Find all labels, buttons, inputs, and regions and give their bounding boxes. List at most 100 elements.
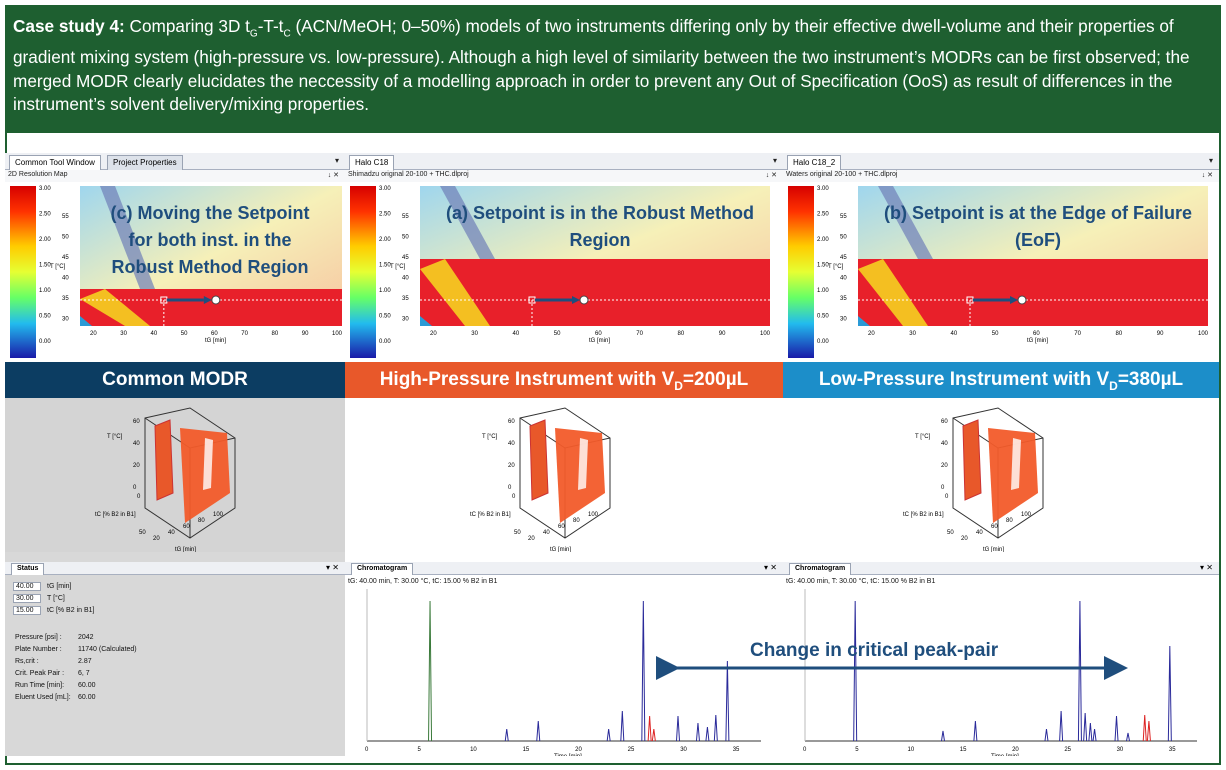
yellow-band bbox=[420, 259, 490, 326]
pin-close-icon[interactable]: ↓ ✕ bbox=[765, 172, 777, 179]
x-tick: 80 bbox=[272, 331, 279, 337]
cube-outline bbox=[519, 407, 611, 539]
tab-common-tool-window[interactable]: Common Tool Window bbox=[9, 155, 101, 170]
tab-status[interactable]: Status bbox=[11, 563, 45, 575]
color-scale-bar bbox=[10, 186, 36, 358]
tg-tick: 20 bbox=[528, 536, 535, 542]
chromatogram-panel: Chromatogram ▾ ✕ tG: 40.00 min, T: 30.00 … bbox=[345, 552, 783, 756]
map-title-line: Robust Method Region bbox=[111, 257, 309, 277]
close-icon[interactable]: ▾ ✕ bbox=[764, 563, 777, 572]
peak bbox=[1126, 732, 1130, 742]
time-tick: 10 bbox=[908, 747, 915, 753]
corner-band bbox=[858, 316, 870, 326]
time-tick: 20 bbox=[1012, 747, 1019, 753]
pin-close-icon[interactable]: ↓ ✕ bbox=[327, 172, 339, 179]
y-tick: 40 bbox=[62, 276, 69, 282]
tab-halo-c18[interactable]: Halo C18 bbox=[349, 155, 395, 170]
y-label: T [°C] bbox=[828, 264, 844, 270]
map-title-line: for both inst. in the bbox=[128, 230, 292, 250]
status-panel: Status ▾ ✕ 40.00 tG [min] 30.00 T [°C] 15.00 t… bbox=[5, 552, 345, 756]
modr-3d-cube[interactable]: 60 40 20 0 T [°C] tC [% B2 in B1] 0 50 20 40 60 80 1… bbox=[345, 398, 783, 553]
scale-tick: 1.00 bbox=[379, 288, 391, 294]
dropdown-icon[interactable]: ▾ bbox=[334, 156, 339, 165]
y-tick: 30 bbox=[402, 317, 409, 323]
x-tick: 50 bbox=[181, 331, 188, 337]
dropdown-icon[interactable]: ▾ bbox=[1208, 156, 1213, 165]
status-tab-strip: Status ▾ ✕ bbox=[5, 562, 345, 575]
time-tick: 25 bbox=[628, 747, 635, 753]
peak bbox=[1114, 715, 1119, 742]
subheader: Shimadzu original 20-100 + THC.dlproj ↓ ✕ bbox=[345, 170, 783, 182]
close-icon[interactable]: ▾ ✕ bbox=[1200, 563, 1213, 572]
target-point bbox=[579, 295, 589, 305]
status-value-input[interactable]: 15.00 bbox=[13, 606, 41, 615]
tg-tick: 40 bbox=[976, 530, 983, 536]
tab-strip: Common Tool Window Project Properties ▾ bbox=[5, 153, 345, 170]
resolution-map[interactable]: 3.00 2.50 2.00 1.50 1.00 0.50 0.00 55 50 45 40 35 30… bbox=[783, 182, 1219, 362]
peak bbox=[1088, 722, 1093, 742]
time-tick: 25 bbox=[1064, 747, 1071, 753]
tab-chromatogram[interactable]: Chromatogram bbox=[351, 563, 414, 575]
arrow-head bbox=[572, 296, 580, 304]
x-tick: 100 bbox=[1198, 331, 1209, 337]
map-title-line: (b) Setpoint is at the Edge of Failure bbox=[883, 203, 1192, 223]
t-label: T [°C] bbox=[107, 434, 123, 440]
dropdown-icon[interactable]: ▾ bbox=[772, 156, 777, 165]
status-value-input[interactable]: 40.00 bbox=[13, 582, 41, 591]
peak bbox=[675, 715, 680, 742]
cube-section: 60 40 20 0 T [°C] tC [% B2 in B1] 0 50 20 40 60 80 1… bbox=[783, 398, 1219, 553]
modr-3d-cube[interactable]: 60 40 20 0 T [°C] tC [% B2 in B1] 0 50 20 40 60 80 1… bbox=[5, 398, 345, 553]
peak bbox=[940, 730, 945, 742]
tc-tick: 0 bbox=[512, 494, 516, 500]
scale-tick: 2.00 bbox=[379, 237, 391, 243]
x-tick: 40 bbox=[513, 331, 520, 337]
scale-tick: 1.50 bbox=[817, 263, 829, 269]
y-tick: 30 bbox=[840, 317, 847, 323]
tab-project-properties[interactable]: Project Properties bbox=[107, 155, 183, 170]
peak bbox=[1059, 710, 1064, 742]
status-value-input[interactable]: 30.00 bbox=[13, 594, 41, 603]
chromatogram-plot[interactable]: 0 5 10 15 20 25 30 35 Time [min] bbox=[783, 581, 1219, 756]
tc-tick: 50 bbox=[514, 530, 521, 536]
t-tick: 20 bbox=[133, 463, 140, 469]
time-tick: 5 bbox=[855, 747, 859, 753]
map-title: (a) Setpoint is in the Robust Method Reg… bbox=[415, 200, 785, 254]
band-text: Low-Pressure Instrument with V bbox=[818, 369, 1110, 390]
tg-tick: 60 bbox=[991, 524, 998, 530]
scale-tick: 1.00 bbox=[39, 288, 51, 294]
pin-close-icon[interactable]: ↓ ✕ bbox=[1201, 172, 1213, 179]
caption-sub-c: C bbox=[283, 28, 291, 40]
resolution-map[interactable]: 3.00 2.50 2.00 1.50 1.00 0.50 0.00 55 50 45 40 35 30… bbox=[345, 182, 783, 362]
tab-halo-c18-2[interactable]: Halo C18_2 bbox=[787, 155, 842, 170]
peak bbox=[695, 722, 700, 742]
x-tick: 20 bbox=[430, 331, 437, 337]
tab-chromatogram[interactable]: Chromatogram bbox=[789, 563, 852, 575]
peak bbox=[606, 728, 611, 742]
y-tick: 35 bbox=[402, 296, 409, 302]
x-tick: 60 bbox=[211, 331, 218, 337]
subheader: 2D Resolution Map ↓ ✕ bbox=[5, 170, 345, 182]
status-param-value: 11740 (Calculated) bbox=[78, 646, 137, 653]
status-param-label: Crit. Peak Pair : bbox=[15, 670, 65, 677]
map-title-line: (EoF) bbox=[1015, 230, 1061, 250]
tg-tick: 40 bbox=[543, 530, 550, 536]
close-icon[interactable]: ▾ ✕ bbox=[326, 563, 339, 572]
scale-tick: 3.00 bbox=[379, 186, 391, 192]
cube-outline bbox=[952, 407, 1044, 539]
band-text: =380µL bbox=[1117, 369, 1184, 390]
chromatogram-plot[interactable]: 0 5 10 15 20 25 30 35 Time [min] bbox=[345, 581, 783, 756]
scale-tick: 2.50 bbox=[379, 212, 391, 218]
time-tick: 0 bbox=[365, 747, 369, 753]
time-tick: 35 bbox=[1169, 747, 1176, 753]
resolution-map[interactable]: 3.00 2.50 2.00 1.50 1.00 0.50 0.00 55 50 45 40 35 30… bbox=[5, 182, 345, 362]
time-tick: 30 bbox=[680, 747, 687, 753]
status-input-label: tC [% B2 in B1] bbox=[47, 607, 95, 614]
peak-pair-annotation: Change in critical peak-pair bbox=[750, 640, 999, 661]
modr-3d-cube[interactable]: 60 40 20 0 T [°C] tC [% B2 in B1] 0 50 20 40 60 80 1… bbox=[783, 398, 1219, 553]
tg-tick: 80 bbox=[573, 518, 580, 524]
tg-label: tG [min] bbox=[983, 547, 1004, 552]
tg-tick: 100 bbox=[588, 512, 599, 518]
x-tick: 80 bbox=[678, 331, 685, 337]
band-common-modr: Common MODR bbox=[5, 362, 345, 398]
scale-tick: 2.00 bbox=[817, 237, 829, 243]
